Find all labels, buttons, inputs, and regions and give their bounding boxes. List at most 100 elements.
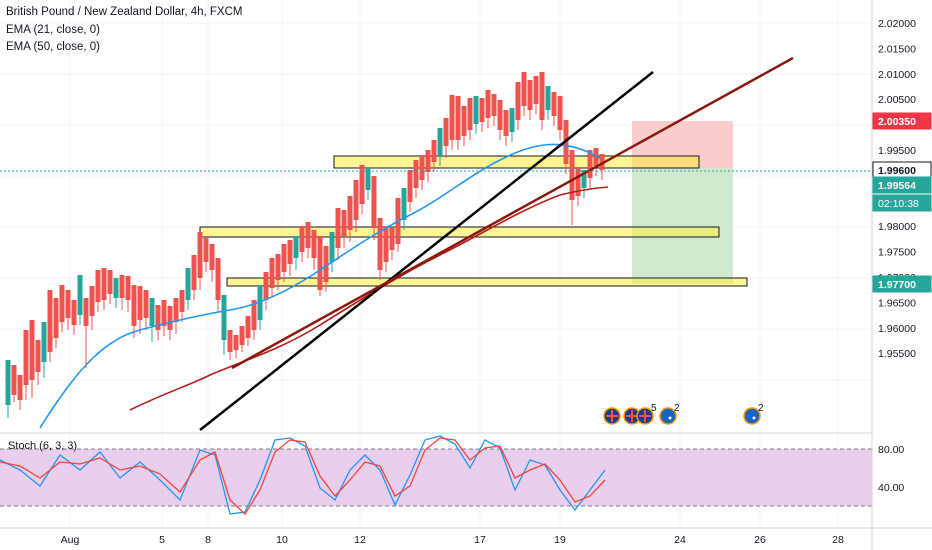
candle-body[interactable] (533, 76, 539, 104)
candle-body[interactable] (431, 140, 437, 162)
candle-body[interactable] (167, 306, 173, 330)
black-trendline[interactable] (199, 71, 654, 431)
candle-body[interactable] (413, 160, 419, 188)
support-zone-1[interactable] (199, 226, 720, 238)
candle-body[interactable] (581, 170, 587, 188)
candle-body[interactable] (365, 168, 371, 190)
candle-body[interactable] (287, 240, 293, 264)
candle-body[interactable] (299, 226, 305, 252)
candle-body[interactable] (245, 316, 251, 338)
candle-body[interactable] (383, 226, 389, 262)
candle-body[interactable] (521, 72, 527, 106)
nz-flag-icon[interactable] (659, 407, 677, 425)
candle-body[interactable] (77, 275, 83, 315)
candle-body[interactable] (83, 298, 89, 326)
support-zone-2[interactable] (226, 277, 748, 287)
candle-body[interactable] (107, 270, 113, 294)
price-badge-stop[interactable] (872, 112, 932, 130)
price-badge-timer[interactable] (872, 194, 932, 212)
candle-body[interactable] (545, 86, 551, 110)
candle-body[interactable] (389, 228, 395, 250)
candle-body[interactable] (125, 276, 131, 300)
red-trendline[interactable] (231, 56, 794, 370)
candle-body[interactable] (503, 110, 509, 136)
candle-body[interactable] (347, 196, 353, 230)
candle-body[interactable] (401, 188, 407, 220)
candle-body[interactable] (11, 365, 17, 395)
candle-body[interactable] (449, 95, 455, 140)
candle-body[interactable] (353, 180, 359, 220)
candle-body[interactable] (335, 208, 341, 248)
ema21-legend[interactable]: EMA (21, close, 0) (6, 24, 100, 36)
candle-body[interactable] (425, 150, 431, 172)
candle-body[interactable] (485, 90, 491, 118)
candle-body[interactable] (281, 244, 287, 272)
candle-body[interactable] (209, 244, 215, 270)
candle-body[interactable] (539, 72, 545, 120)
candle-body[interactable] (203, 238, 209, 262)
candle-body[interactable] (41, 322, 47, 362)
candle-body[interactable] (569, 150, 575, 200)
candle-body[interactable] (509, 108, 515, 132)
candle-body[interactable] (329, 232, 335, 262)
candle-body[interactable] (5, 360, 11, 405)
candle-body[interactable] (437, 128, 443, 156)
candle-body[interactable] (65, 290, 71, 318)
candle-body[interactable] (71, 300, 77, 325)
candle-body[interactable] (311, 230, 317, 258)
candle-body[interactable] (515, 82, 521, 120)
candle-body[interactable] (599, 154, 605, 170)
candle-body[interactable] (161, 300, 167, 326)
ema50-line[interactable] (129, 186, 609, 411)
take-profit-zone[interactable] (632, 168, 733, 284)
candle-body[interactable] (341, 210, 347, 236)
candle-body[interactable] (143, 290, 149, 318)
candle-body[interactable] (527, 80, 533, 110)
candle-body[interactable] (575, 168, 581, 196)
candle-body[interactable] (17, 375, 23, 400)
ema21-line[interactable] (39, 143, 601, 429)
candle-body[interactable] (587, 150, 593, 178)
candle-body[interactable] (323, 246, 329, 282)
candle-body[interactable] (233, 335, 239, 350)
candle-body[interactable] (29, 320, 35, 380)
stoch-k-line[interactable] (0, 435, 606, 515)
candle-body[interactable] (149, 298, 155, 326)
candle-body[interactable] (23, 330, 29, 385)
candle-body[interactable] (251, 300, 257, 330)
candle-body[interactable] (305, 222, 311, 248)
candle-body[interactable] (557, 96, 563, 130)
candle-body[interactable] (491, 94, 497, 116)
candle-body[interactable] (35, 340, 41, 372)
candle-body[interactable] (467, 98, 473, 130)
candle-body[interactable] (221, 295, 227, 340)
candle-body[interactable] (191, 255, 197, 290)
candle-body[interactable] (551, 92, 557, 116)
candle-body[interactable] (227, 330, 233, 352)
candle-body[interactable] (443, 118, 449, 146)
candle-body[interactable] (53, 298, 59, 338)
candle-body[interactable] (47, 290, 53, 352)
candle-body[interactable] (359, 165, 365, 204)
candle-body[interactable] (377, 218, 383, 270)
resistance-zone[interactable] (333, 155, 700, 169)
candle-body[interactable] (101, 268, 107, 300)
candle-body[interactable] (293, 236, 299, 258)
stoch-d-line[interactable] (0, 437, 606, 516)
price-badge-bid[interactable] (872, 176, 932, 194)
candle-body[interactable] (371, 176, 377, 228)
candle-body[interactable] (275, 254, 281, 280)
nz-flag-icon[interactable] (743, 407, 761, 425)
candle-body[interactable] (173, 298, 179, 322)
candle-body[interactable] (407, 170, 413, 202)
candle-body[interactable] (593, 148, 599, 166)
candle-body[interactable] (137, 286, 143, 320)
candle-body[interactable] (473, 96, 479, 124)
candle-body[interactable] (461, 106, 467, 136)
candle-body[interactable] (155, 305, 161, 330)
candle-body[interactable] (113, 278, 119, 298)
candle-body[interactable] (185, 268, 191, 300)
candle-body[interactable] (197, 232, 203, 278)
stoch-legend[interactable]: Stoch (6, 3, 3) (8, 440, 78, 452)
candle-body[interactable] (239, 326, 245, 345)
